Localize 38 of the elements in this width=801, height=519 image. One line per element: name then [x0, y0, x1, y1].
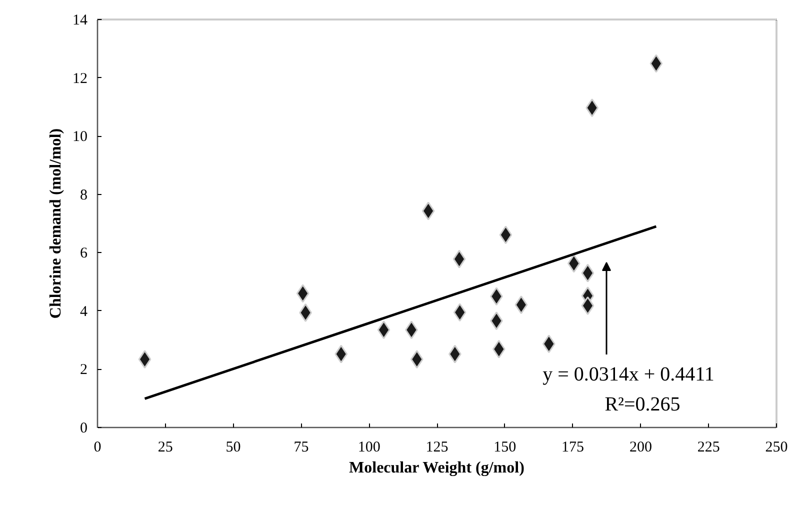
point — [650, 54, 663, 73]
x-tick-label: 175 — [562, 440, 584, 456]
point — [514, 296, 528, 314]
x-tick-label: 25 — [158, 440, 173, 456]
x-axis-title: Molecular Weight (g/mol) — [349, 460, 524, 476]
x-tick-label: 125 — [426, 440, 448, 456]
annotation: R²=0.265 — [604, 394, 680, 416]
point — [422, 202, 435, 220]
point — [499, 226, 512, 244]
y-tick-label: 4 — [80, 304, 88, 320]
point — [453, 303, 466, 322]
point — [581, 296, 594, 315]
point — [410, 350, 424, 369]
point — [138, 350, 152, 369]
point — [334, 344, 348, 364]
point — [296, 284, 310, 303]
y-axis-title: Chlorine demand (mol/mol) — [48, 128, 64, 319]
point — [567, 254, 580, 273]
y-tick-label: 0 — [80, 420, 88, 436]
y-tick-label: 2 — [80, 362, 88, 378]
annotation: y = 0.0314x + 0.4411 — [542, 364, 714, 386]
point — [452, 250, 466, 268]
x-tick-label: 100 — [358, 440, 380, 456]
x-tick-label: 75 — [294, 440, 309, 456]
x-tick-label: 150 — [494, 440, 516, 456]
x-tick-label: 0 — [94, 440, 102, 456]
x-tick-label: 50 — [226, 440, 241, 456]
point — [542, 334, 556, 354]
y-tick-label: 8 — [80, 187, 88, 204]
y-tick-label: 12 — [72, 70, 88, 87]
y-tick-label: 6 — [80, 246, 88, 262]
x-tick-label: 225 — [697, 440, 720, 456]
y-tick-label: 10 — [72, 129, 88, 146]
x-tick-label: 200 — [629, 440, 652, 456]
x-tick-label: 250 — [765, 440, 788, 456]
point — [581, 264, 594, 282]
point — [377, 320, 390, 340]
y-tick-label: 14 — [72, 12, 88, 28]
